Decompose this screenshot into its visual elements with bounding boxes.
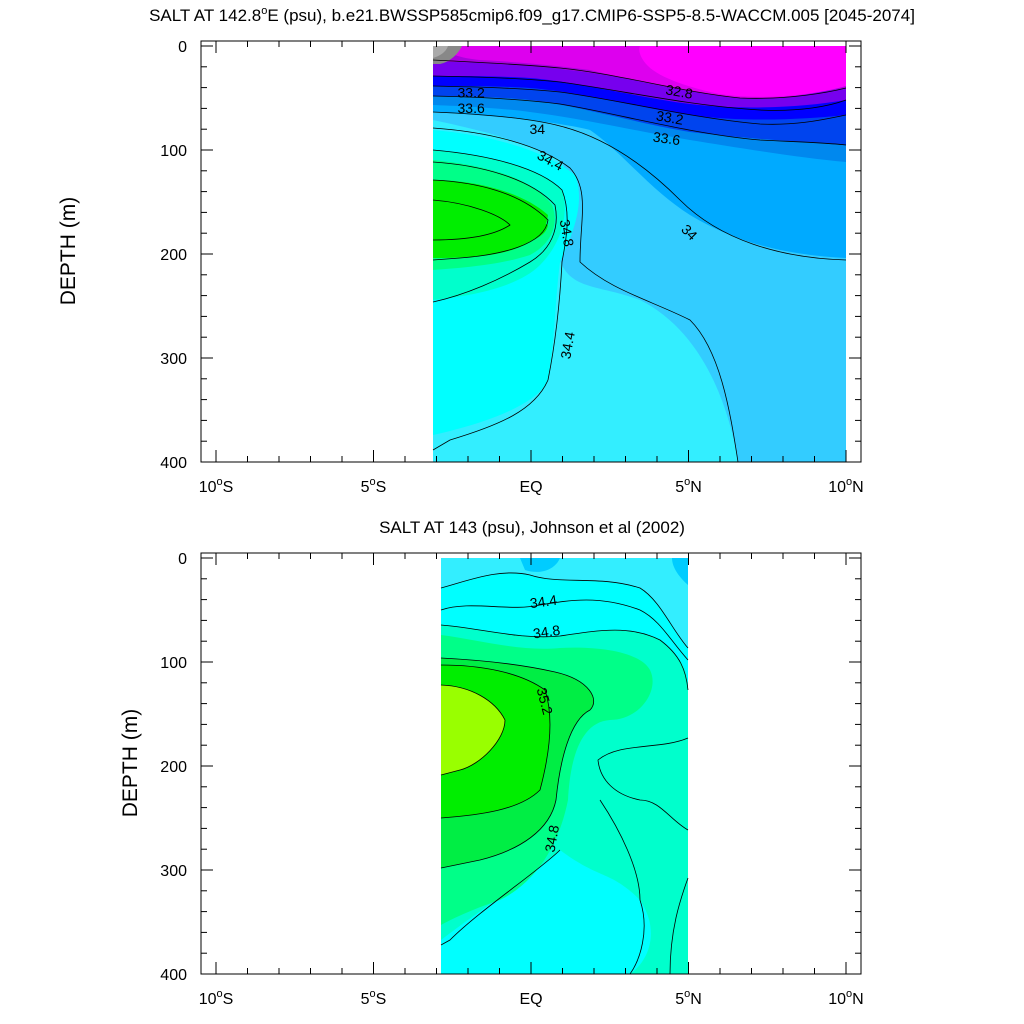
contour-label: 33.2 — [655, 107, 685, 128]
contour-label: 35.2 — [534, 686, 557, 717]
contour-fill — [672, 558, 688, 585]
contour-fill — [441, 685, 505, 775]
contour-label: 33.6 — [458, 100, 485, 116]
y-tick-label: 100 — [160, 143, 187, 160]
contour-labels-observed: 34.4 34.8 35.2 34.8 — [529, 592, 562, 854]
contour-fill — [433, 195, 548, 249]
contour-label: 34.4 — [529, 592, 558, 612]
contour-label: 34.4 — [557, 330, 578, 360]
contour-fill — [433, 46, 448, 58]
contour-label: 34.8 — [532, 622, 561, 642]
y-tick-label: 300 — [160, 863, 187, 880]
y-tick-label: 200 — [160, 247, 187, 264]
y-tick-label: 0 — [178, 551, 187, 568]
panel-observed: SALT AT 143 (psu), Johnson et al (2002) — [119, 518, 864, 1008]
contour-lines-observed — [440, 572, 689, 975]
contour-label: 34 — [530, 121, 546, 137]
chart-title-observed: SALT AT 143 (psu), Johnson et al (2002) — [379, 518, 685, 537]
contour-fill — [520, 558, 560, 572]
x-tick-label: 5oS — [361, 476, 387, 496]
y-axis-title-model: DEPTH (m) — [57, 197, 80, 306]
contour-lines-model — [432, 59, 847, 463]
y-tick-label: 300 — [160, 351, 187, 368]
x-tick-label: 5oS — [361, 988, 387, 1008]
axes-observed: 10oS 5oS EQ 5oN 10oN 0 100 200 300 400 — [160, 551, 863, 1008]
contour-fill — [441, 558, 688, 648]
x-tick-label: 5oN — [675, 988, 702, 1008]
axes-model: 10oS 5oS EQ 5oN 10oN 0 100 200 300 400 — [160, 39, 863, 496]
contour-label: 34.8 — [542, 824, 563, 854]
y-axis-title-observed: DEPTH (m) — [119, 709, 142, 818]
x-tick-label: 5oN — [675, 476, 702, 496]
contour-fill — [639, 46, 846, 97]
y-tick-label: 400 — [160, 967, 187, 984]
x-tick-label: 10oN — [828, 988, 863, 1008]
x-tick-label: 10oS — [199, 476, 234, 496]
x-tick-label: 10oN — [828, 476, 863, 496]
contour-label: 34.8 — [557, 218, 578, 248]
contour-label: 33.2 — [458, 85, 485, 101]
x-tick-label: 10oS — [199, 988, 234, 1008]
y-tick-label: 0 — [178, 39, 187, 56]
panel-model: SALT AT 142.8oE (psu), b.e21.BWSSP585cmi… — [57, 5, 915, 496]
y-tick-label: 400 — [160, 455, 187, 472]
contour-label: 33.6 — [652, 128, 681, 148]
x-tick-label: EQ — [519, 991, 542, 1008]
filled-contours-model — [433, 46, 846, 462]
chart-title-model: SALT AT 142.8oE (psu), b.e21.BWSSP585cmi… — [149, 5, 915, 25]
filled-contours-observed — [441, 558, 688, 974]
y-tick-label: 100 — [160, 655, 187, 672]
x-tick-label: EQ — [519, 479, 542, 496]
contour-label: 32.8 — [664, 81, 694, 102]
y-tick-label: 200 — [160, 759, 187, 776]
